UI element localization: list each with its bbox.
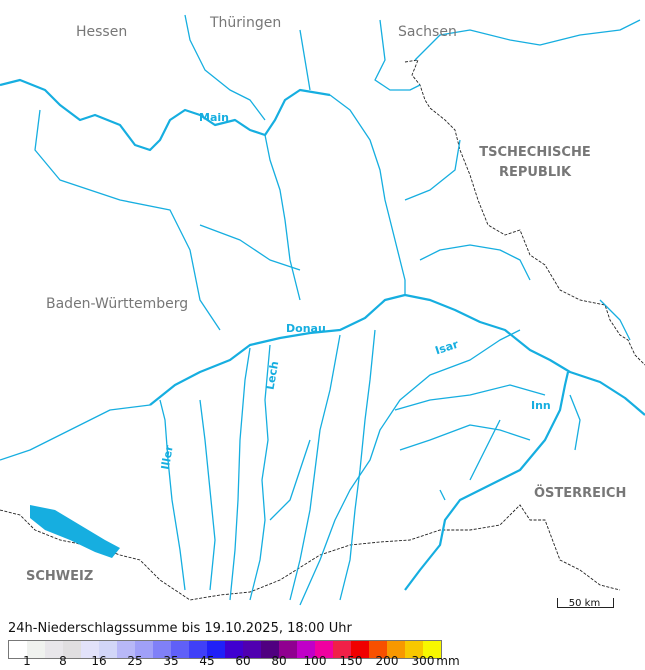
legend-color-box (63, 641, 81, 658)
legend-color-box (81, 641, 99, 658)
region-label-switzerland: SCHWEIZ (26, 569, 94, 584)
region-label-hessen: Hessen (76, 24, 128, 40)
river-isar (299, 329, 521, 606)
legend-color-box (135, 641, 153, 658)
river-label-donau: Donau (286, 322, 326, 335)
legend-tick-label: 150 (339, 654, 363, 668)
river-label-inn: Inn (531, 399, 551, 412)
river-label-main: Main (199, 111, 229, 124)
legend-color-box (243, 641, 261, 658)
legend-tick-label: 60 (235, 654, 251, 668)
river-iller (159, 399, 186, 591)
legend-title: 24h-Niederschlagssumme bis 19.10.2025, 1… (8, 621, 352, 636)
rivers (0, 14, 645, 606)
river-inn (404, 371, 570, 591)
legend-color-box (45, 641, 63, 658)
legend-color-box (225, 641, 243, 658)
legend-color-box (297, 641, 315, 658)
legend-color-scale (8, 640, 442, 659)
river-lech (249, 344, 271, 601)
legend-color-box (387, 641, 405, 658)
legend-color-box (315, 641, 333, 658)
region-label-baden-wuerttemberg: Baden-Württemberg (46, 296, 189, 312)
region-label-czech-republic: TSCHECHISCHE REPUBLIK (479, 145, 591, 180)
legend-tick-label: 200 (375, 654, 399, 668)
scale-bar-label: 50 km (568, 598, 601, 609)
legend-color-box (189, 641, 207, 658)
legend-color-box (117, 641, 135, 658)
legend-tick-label: 16 (91, 654, 107, 668)
legend-tick-label: 100 (303, 654, 327, 668)
legend-tick-label: 1 (23, 654, 31, 668)
legend-color-box (153, 641, 171, 658)
legend-tick-label: 35 (163, 654, 179, 668)
region-label-sachsen: Sachsen (398, 24, 457, 40)
scale-bar (557, 598, 614, 608)
legend-color-box (369, 641, 387, 658)
legend-color-box (351, 641, 369, 658)
legend-color-box (171, 641, 189, 658)
legend-color-box (261, 641, 279, 658)
region-label-thueringen: Thüringen (210, 15, 282, 31)
legend-color-box (333, 641, 351, 658)
legend-tick-label: 25 (127, 654, 143, 668)
legend-color-box (207, 641, 225, 658)
legend-color-box (423, 641, 441, 658)
legend-color-box (279, 641, 297, 658)
legend-tick-label: 80 (271, 654, 287, 668)
legend-unit: mm (436, 654, 460, 668)
precipitation-map (0, 14, 645, 606)
legend-tick-label: 8 (59, 654, 67, 668)
region-label-austria: ÖSTERREICH (534, 486, 627, 501)
legend-color-box (99, 641, 117, 658)
legend-tick-label: 45 (199, 654, 215, 668)
legend-tick-label: 300 (411, 654, 435, 668)
bodensee-lake (30, 505, 120, 558)
legend-color-box (27, 641, 45, 658)
legend-color-box (405, 641, 423, 658)
legend-color-box (9, 641, 27, 658)
river-main (0, 78, 331, 152)
